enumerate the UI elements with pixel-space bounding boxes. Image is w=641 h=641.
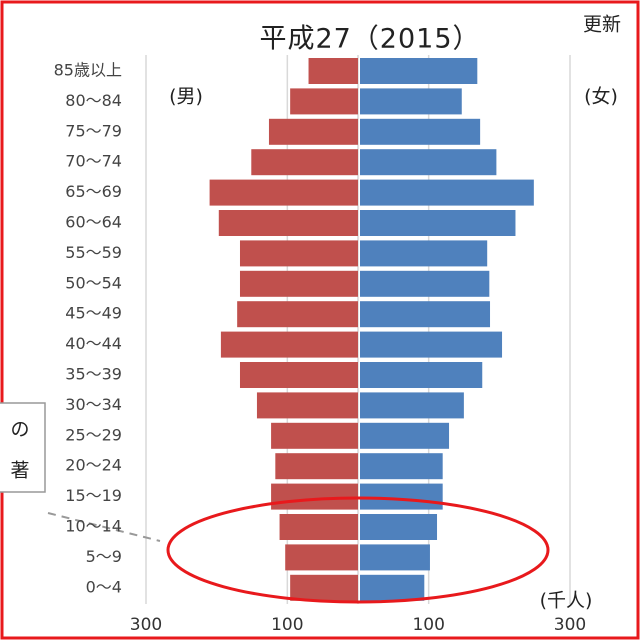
y-tick-label: 85歳以上 — [54, 61, 122, 80]
y-tick-label: 10～14 — [65, 517, 122, 536]
female-bar — [360, 362, 483, 388]
y-tick-label: 15～19 — [65, 486, 122, 505]
callout-text: 著 — [10, 460, 29, 482]
y-tick-label: 5～9 — [86, 547, 122, 566]
female-bar — [360, 210, 516, 236]
female-bar — [360, 88, 462, 115]
callout-line — [47, 512, 161, 542]
y-tick-label: 40～44 — [65, 334, 122, 353]
female-label: (女) — [584, 86, 618, 108]
male-bar — [268, 118, 358, 145]
female-bar — [360, 331, 503, 358]
male-bar — [275, 453, 358, 480]
y-tick-label: 30～34 — [65, 395, 122, 414]
male-bar — [220, 331, 358, 358]
female-bar — [360, 270, 490, 297]
male-bar — [239, 362, 358, 388]
male-bar — [239, 240, 358, 267]
male-bar — [209, 179, 358, 206]
y-tick-label: 35～39 — [65, 365, 122, 384]
male-bar — [251, 149, 358, 176]
y-tick-label: 75～79 — [65, 121, 122, 140]
y-tick-label: 80～84 — [65, 91, 122, 110]
female-bar — [360, 422, 450, 449]
female-bar — [360, 118, 481, 145]
y-tick-label: 70～74 — [65, 152, 122, 171]
male-bar — [256, 392, 358, 419]
female-bar — [360, 544, 430, 571]
unit-label: (千人) — [540, 590, 593, 612]
male-bar — [290, 574, 358, 601]
female-bar — [360, 514, 438, 540]
y-tick-label: 50～54 — [65, 273, 122, 292]
y-tick-label: 45～49 — [65, 304, 122, 323]
x-tick-label: 100 — [271, 615, 303, 635]
y-tick-label: 25～29 — [65, 425, 122, 444]
chart-title: 平成27（2015） — [259, 24, 480, 55]
female-bar — [360, 301, 491, 328]
male-bar — [308, 58, 358, 84]
male-bar — [218, 210, 358, 236]
male-bar — [290, 88, 358, 115]
x-tick-label: 100 — [412, 615, 444, 635]
x-tick-label: 300 — [554, 615, 586, 635]
male-label: (男) — [169, 86, 203, 108]
male-bar — [271, 483, 358, 510]
female-bar — [360, 453, 443, 480]
callout-text: の — [10, 419, 29, 441]
y-tick-label: 60～64 — [65, 213, 122, 232]
male-bar — [271, 422, 358, 449]
female-bar — [360, 483, 443, 510]
y-tick-label: 55～59 — [65, 243, 122, 262]
x-tick-label: 300 — [130, 615, 162, 635]
y-tick-label: 20～24 — [65, 456, 122, 475]
male-bar — [285, 544, 358, 571]
highlight-ellipse — [166, 496, 550, 604]
male-bar — [239, 270, 358, 297]
female-bar — [360, 392, 464, 419]
female-bar — [360, 179, 534, 206]
female-bar — [360, 574, 425, 601]
y-tick-label: 0～4 — [86, 577, 122, 596]
update-label: 更新 — [583, 14, 621, 36]
male-bar — [237, 301, 358, 328]
female-bar — [360, 240, 488, 267]
male-bar — [279, 514, 358, 540]
callout-box — [0, 402, 46, 493]
female-bar — [360, 58, 478, 84]
y-tick-label: 65～69 — [65, 182, 122, 201]
female-bar — [360, 149, 497, 176]
